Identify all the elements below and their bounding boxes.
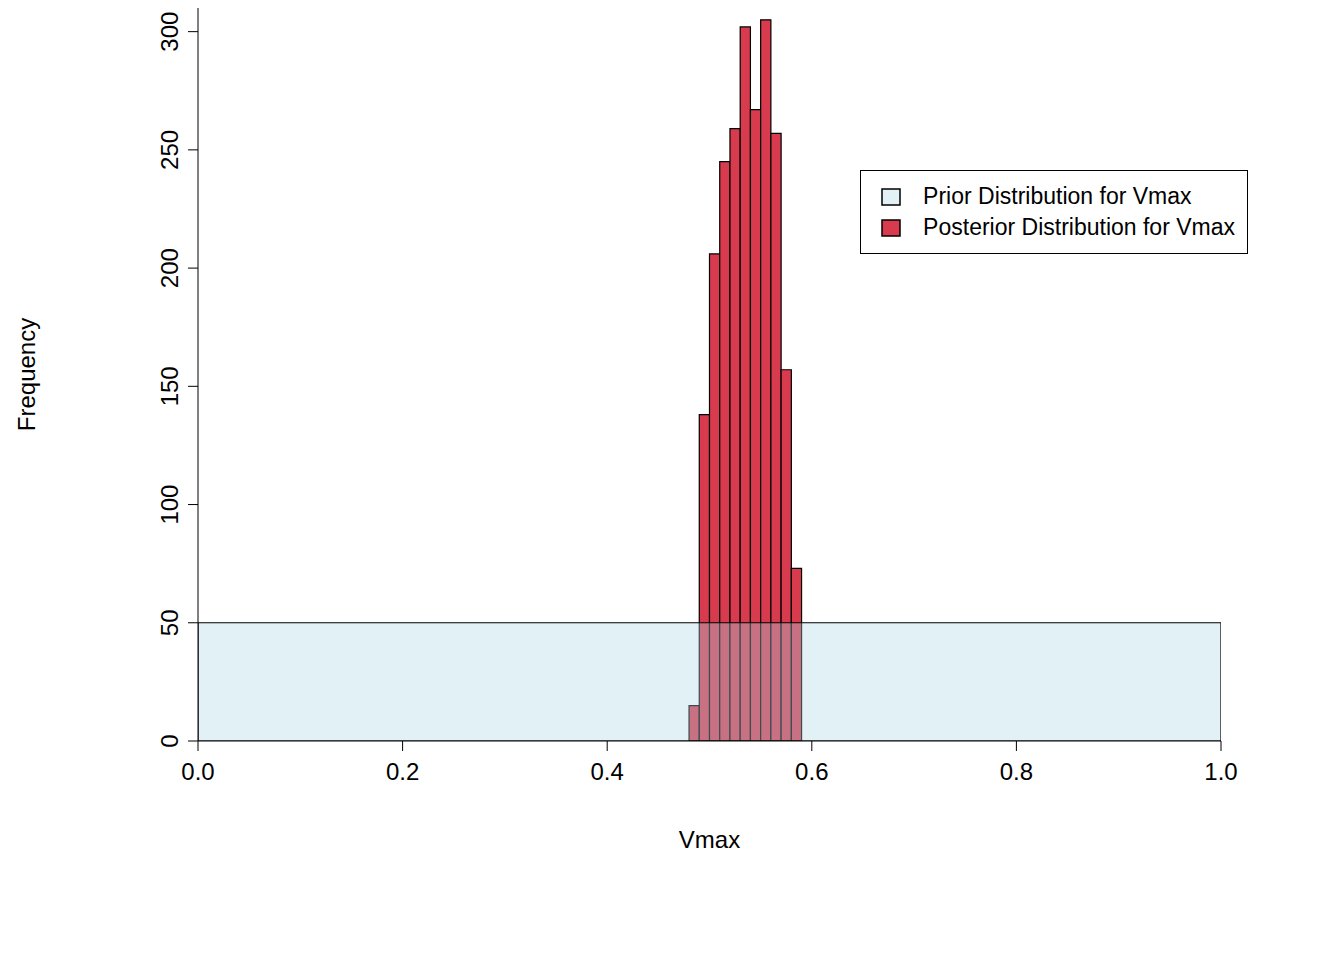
svg-text:Frequency: Frequency (13, 318, 40, 431)
svg-text:150: 150 (156, 366, 183, 406)
svg-text:300: 300 (156, 12, 183, 52)
html-text:Prior Distribution for Vmax: Prior Distribution for Vmax (923, 183, 1192, 209)
svg-text:0.2: 0.2 (386, 758, 419, 785)
svg-text:1.0: 1.0 (1204, 758, 1237, 785)
svg-text:0: 0 (156, 734, 183, 747)
svg-text:50: 50 (156, 609, 183, 636)
svg-text:0.0: 0.0 (181, 758, 214, 785)
svg-text:0.8: 0.8 (1000, 758, 1033, 785)
svg-text:Vmax: Vmax (679, 826, 740, 853)
svg-text:0.4: 0.4 (591, 758, 624, 785)
html-text:Posterior Distribution for Vma: Posterior Distribution for Vmax (923, 214, 1235, 240)
svg-text:200: 200 (156, 248, 183, 288)
svg-text:100: 100 (156, 485, 183, 525)
svg-text:0.6: 0.6 (795, 758, 828, 785)
svg-text:250: 250 (156, 130, 183, 170)
